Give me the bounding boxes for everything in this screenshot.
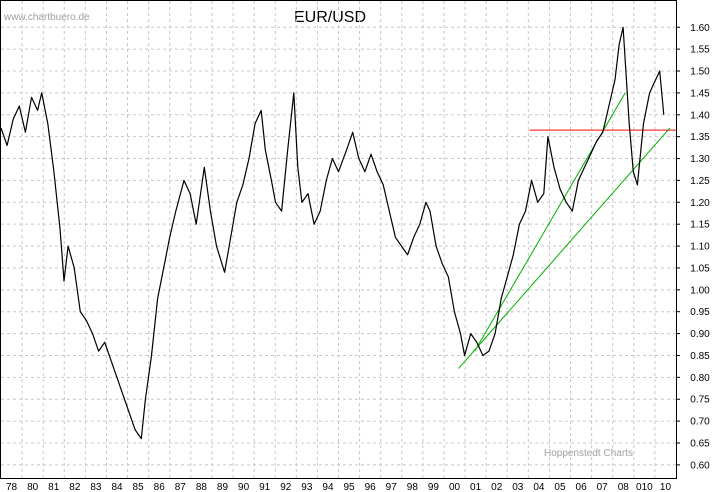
y-tick-label: 0.95 bbox=[690, 307, 710, 318]
x-tick-label: 90 bbox=[238, 482, 250, 492]
grid-lines bbox=[1, 1, 676, 478]
x-tick-label: 84 bbox=[111, 482, 123, 492]
x-tick-label: 92 bbox=[280, 482, 292, 492]
y-tick-label: 1.35 bbox=[690, 132, 710, 143]
x-tick-label: 05 bbox=[554, 482, 566, 492]
x-tick-label: 85 bbox=[133, 482, 145, 492]
x-tick-label: 08 bbox=[618, 482, 630, 492]
y-tick-label: 1.15 bbox=[690, 220, 710, 231]
x-tick-label: 03 bbox=[512, 482, 524, 492]
x-tick-label: 94 bbox=[322, 482, 334, 492]
x-tick-label: 00 bbox=[449, 482, 461, 492]
annotation-lines bbox=[458, 92, 676, 369]
x-tick-label: 81 bbox=[48, 482, 60, 492]
y-tick-label: 1.20 bbox=[690, 198, 710, 209]
x-tick-label: 80 bbox=[27, 482, 39, 492]
x-tick-label: 99 bbox=[428, 482, 440, 492]
y-axis: 0.60 0.65 0.70 0.75 0.80 0.85 0.90 0.95 1.00 1.05… bbox=[676, 23, 710, 471]
x-tick-label: 78 bbox=[6, 482, 18, 492]
x-tick-label: 89 bbox=[217, 482, 229, 492]
x-tick-label: 02 bbox=[491, 482, 503, 492]
x-tick-label: 95 bbox=[343, 482, 355, 492]
x-tick-label: 01 bbox=[470, 482, 482, 492]
y-tick-label: 1.55 bbox=[690, 45, 710, 56]
y-tick-label: 1.00 bbox=[690, 285, 710, 296]
y-tick-label: 1.05 bbox=[690, 263, 710, 274]
y-tick-label: 0.80 bbox=[690, 373, 710, 384]
y-tick-label: 0.60 bbox=[690, 460, 710, 471]
y-tick-label: 1.50 bbox=[690, 67, 710, 78]
watermark-text: www.chartbuero.de bbox=[4, 12, 90, 23]
x-tick-label: 82 bbox=[69, 482, 81, 492]
x-tick-label: 98 bbox=[407, 482, 419, 492]
chart-title: EUR/USD bbox=[293, 9, 366, 26]
x-tick-label: 97 bbox=[386, 482, 398, 492]
price-series bbox=[0, 26, 665, 440]
x-tick-label: 04 bbox=[533, 482, 545, 492]
x-tick-label: 96 bbox=[365, 482, 377, 492]
plot-frame bbox=[0, 0, 677, 479]
x-axis: 78 80 81 82 83 84 85 86 87 88 89 90 91 92 93 94 95 96 97 98… bbox=[6, 482, 671, 492]
y-tick-label: 1.30 bbox=[690, 154, 710, 165]
y-tick-label: 0.75 bbox=[690, 395, 710, 406]
y-tick-label: 0.70 bbox=[690, 417, 710, 428]
series-line bbox=[0, 26, 665, 440]
y-tick-label: 1.45 bbox=[690, 88, 710, 99]
y-tick-label: 0.65 bbox=[690, 438, 710, 449]
trend-line bbox=[458, 127, 671, 369]
x-tick-label: 010 bbox=[636, 482, 653, 492]
x-tick-label: 06 bbox=[576, 482, 588, 492]
x-tick-label: 88 bbox=[196, 482, 208, 492]
source-label: Hoppenstedt Charts bbox=[544, 448, 633, 459]
x-tick-label: 83 bbox=[90, 482, 102, 492]
x-tick-label: 86 bbox=[154, 482, 166, 492]
y-tick-label: 1.40 bbox=[690, 110, 710, 121]
x-tick-label: 93 bbox=[301, 482, 313, 492]
y-tick-label: 1.10 bbox=[690, 242, 710, 253]
x-tick-label: 10 bbox=[660, 482, 672, 492]
y-tick-label: 1.25 bbox=[690, 176, 710, 187]
y-tick-label: 1.60 bbox=[690, 23, 710, 34]
x-tick-label: 91 bbox=[259, 482, 271, 492]
x-tick-label: 07 bbox=[597, 482, 609, 492]
x-tick-label: 87 bbox=[175, 482, 187, 492]
y-tick-label: 0.90 bbox=[690, 329, 710, 340]
y-tick-label: 0.85 bbox=[690, 351, 710, 362]
